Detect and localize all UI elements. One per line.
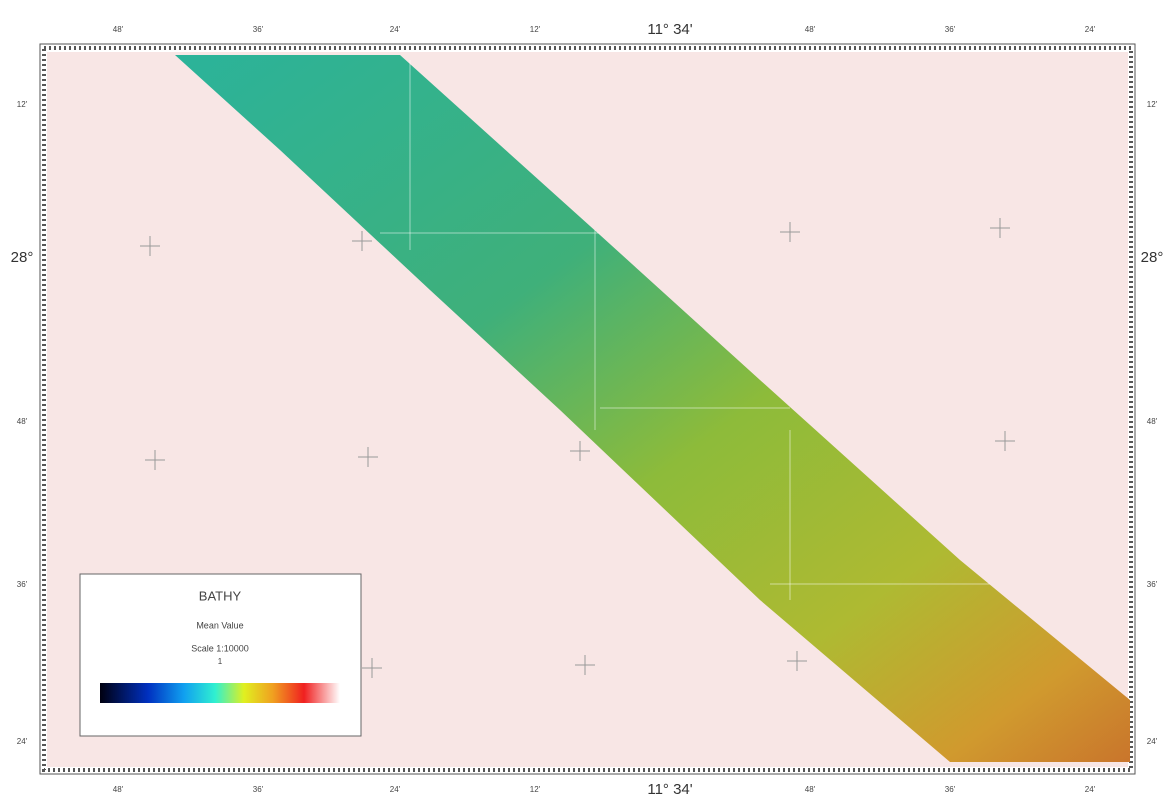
top-label: 36'	[945, 25, 956, 34]
legend-scale: Scale 1:10000	[191, 643, 249, 653]
top-label: 11° 34'	[647, 21, 692, 38]
right-label: 36'	[1147, 580, 1158, 589]
bottom-label: 36'	[253, 785, 264, 794]
top-label: 48'	[113, 25, 124, 34]
right-label: 24'	[1147, 737, 1158, 746]
right-label: 12'	[1147, 100, 1158, 109]
bottom-label: 24'	[390, 785, 401, 794]
right-label: 28°	[1141, 249, 1164, 266]
top-label: 36'	[253, 25, 264, 34]
left-label: 36'	[17, 580, 28, 589]
top-label: 24'	[1085, 25, 1096, 34]
bottom-label: 12'	[530, 785, 541, 794]
left-label: 28°	[11, 249, 34, 266]
bottom-label: 36'	[945, 785, 956, 794]
right-label: 48'	[1147, 417, 1158, 426]
left-label: 48'	[17, 417, 28, 426]
page: {"map": { "top_labels": ["48'", "36'", "…	[0, 0, 1169, 807]
top-label: 24'	[390, 25, 401, 34]
color-bar	[100, 683, 340, 703]
bottom-label: 48'	[805, 785, 816, 794]
map: BATHY Mean Value Scale 1:10000 1 48' 36' 2…	[0, 0, 1169, 802]
left-label: 12'	[17, 100, 28, 109]
left-label: 24'	[17, 737, 28, 746]
bottom-label: 24'	[1085, 785, 1096, 794]
legend-title: BATHY	[199, 588, 242, 603]
legend-subtitle: Mean Value	[196, 620, 243, 630]
bottom-label: 11° 34'	[647, 781, 692, 798]
top-label: 12'	[530, 25, 541, 34]
top-label: 48'	[805, 25, 816, 34]
legend-unit: 1	[218, 657, 223, 666]
bottom-label: 48'	[113, 785, 124, 794]
